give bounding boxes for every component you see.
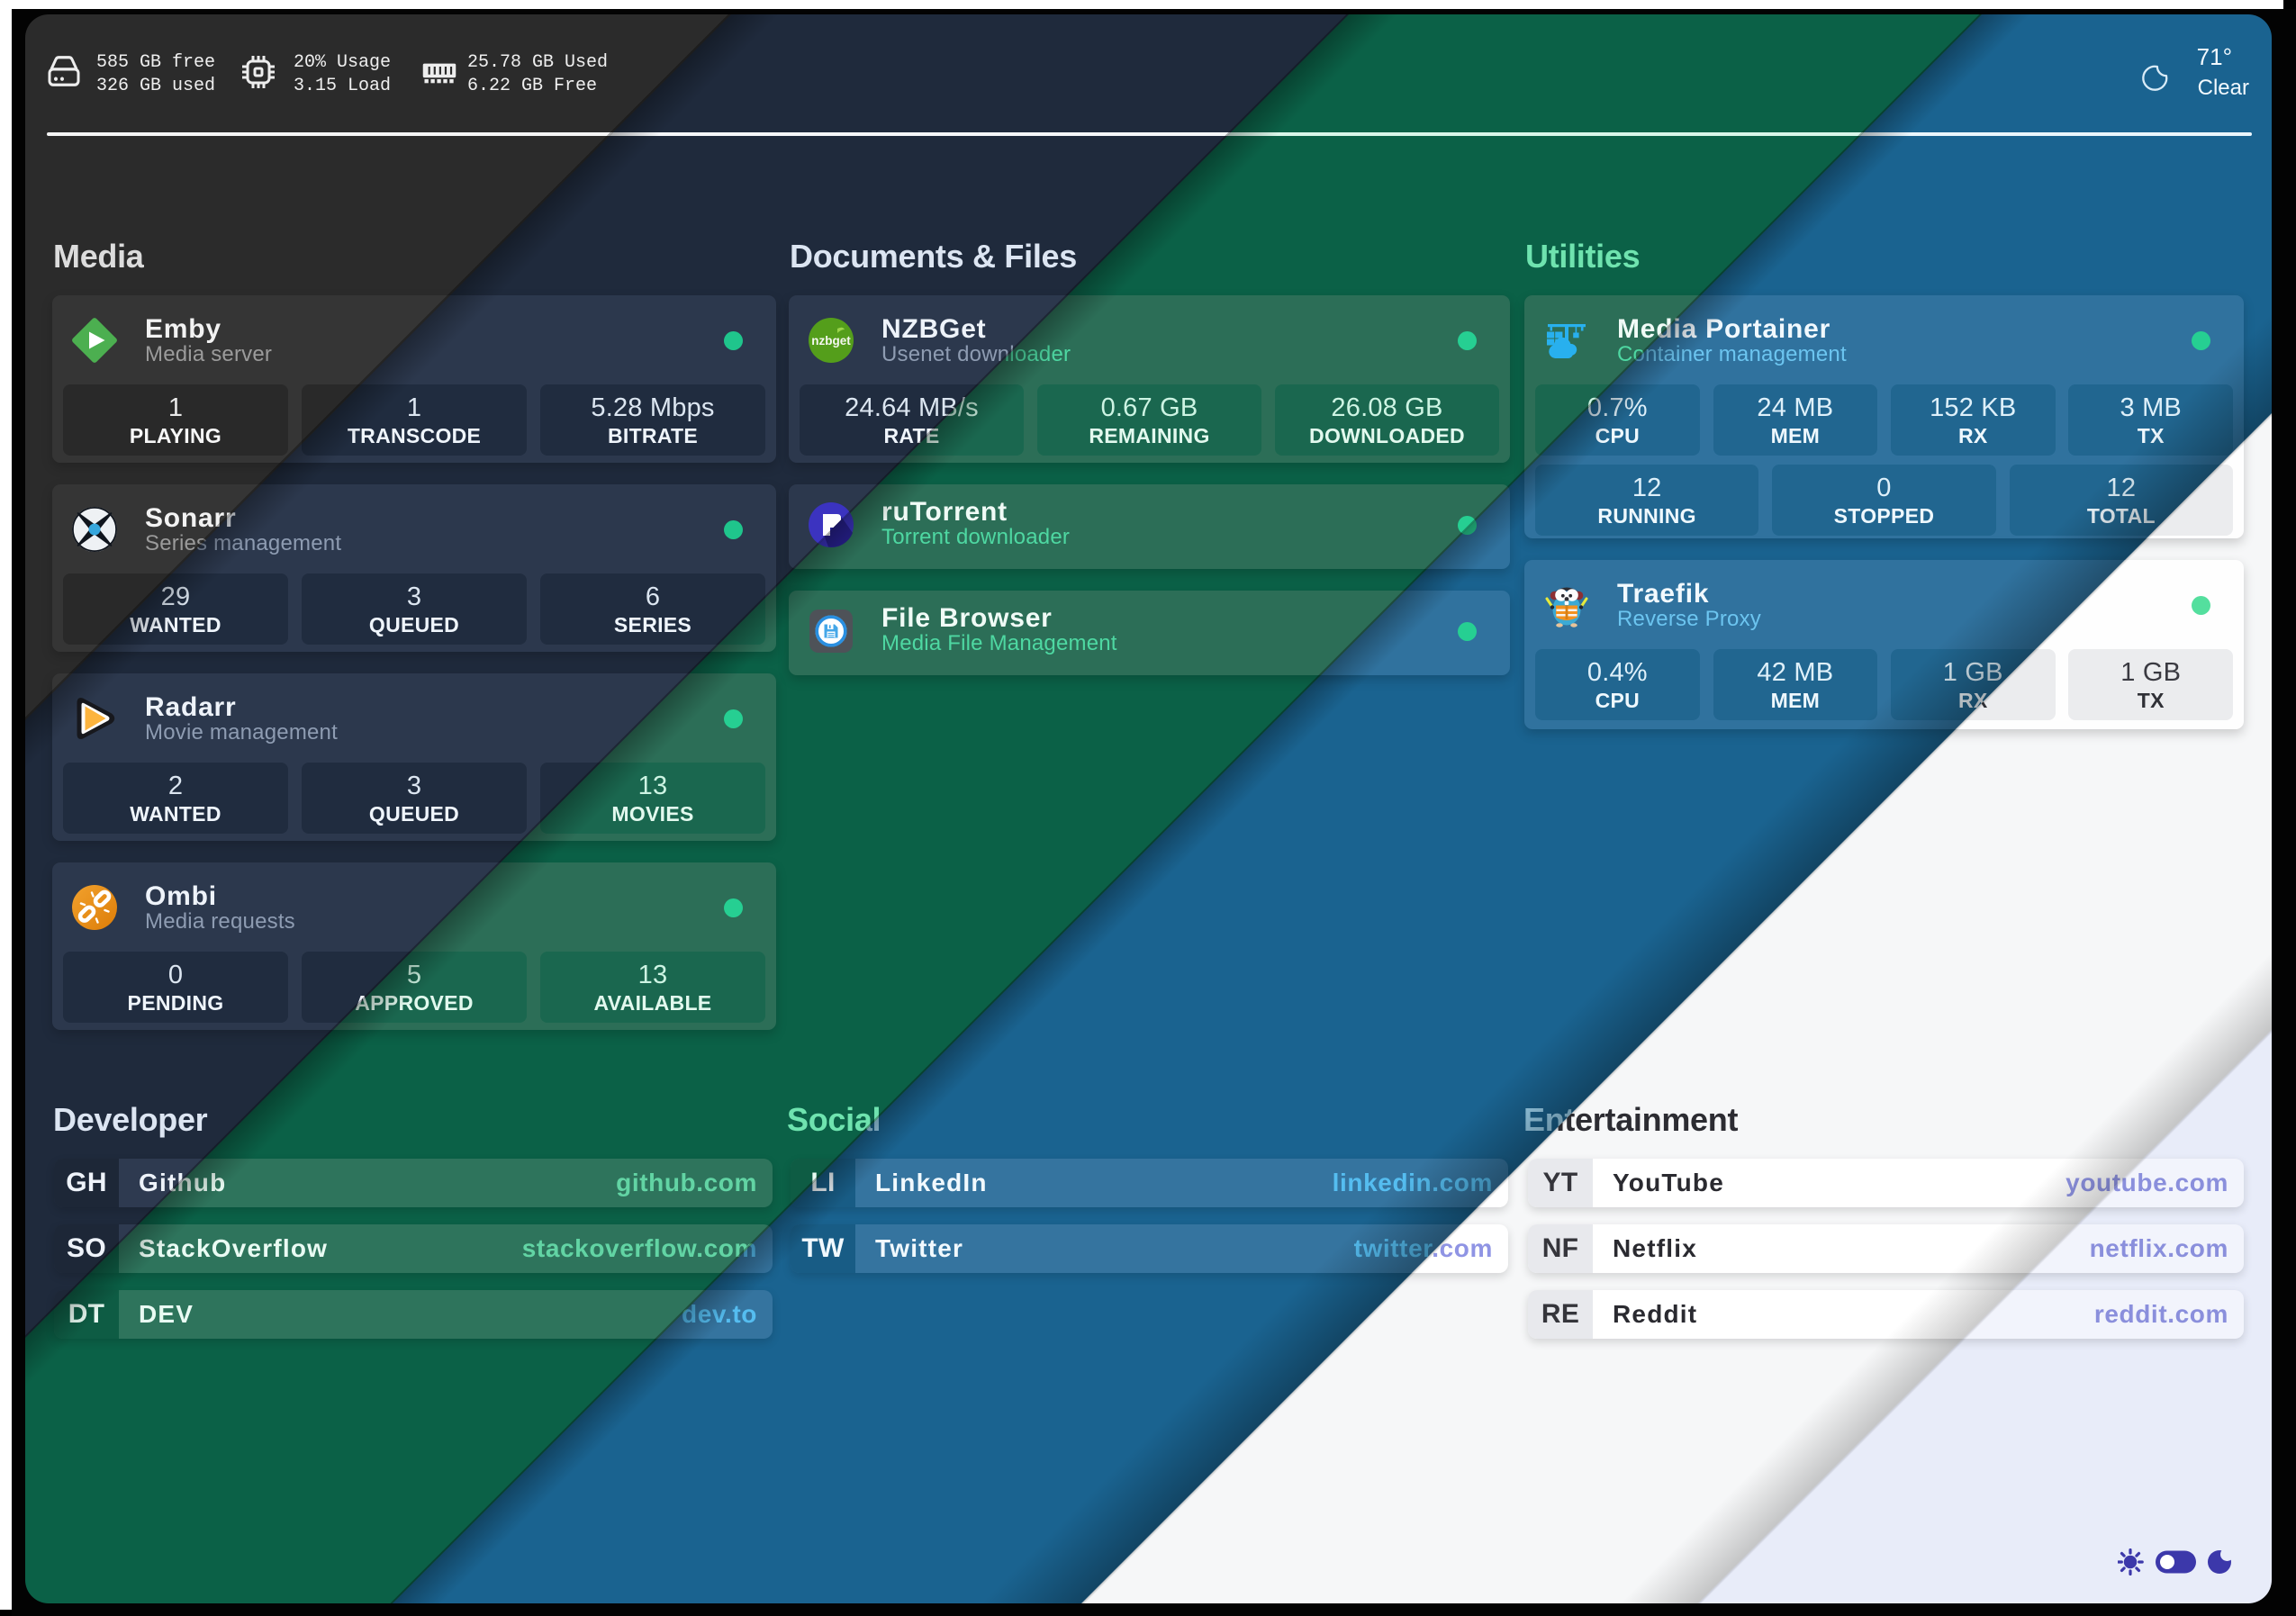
svg-text:nzbget: nzbget [811, 334, 851, 348]
